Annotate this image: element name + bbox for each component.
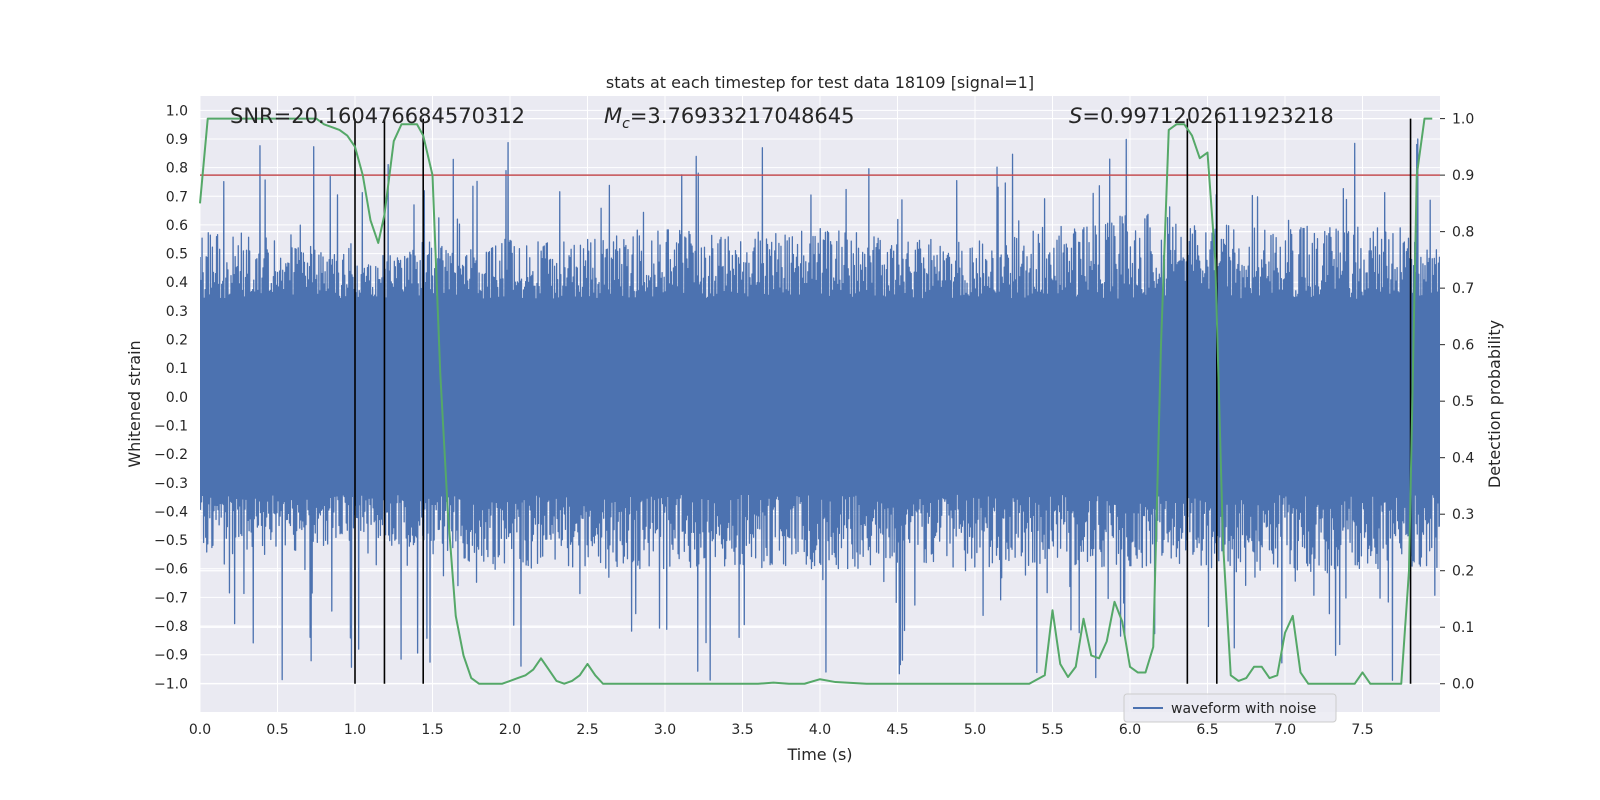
- x-tick-label: 5.0: [964, 722, 986, 738]
- chirp-mass-value: =3.76933217048645: [630, 104, 855, 128]
- y-tick-label: −0.7: [154, 590, 188, 606]
- y-tick-label: −0.9: [154, 648, 188, 664]
- y2-tick-label: 0.4: [1452, 451, 1474, 467]
- chart-title: stats at each timestep for test data 181…: [606, 73, 1034, 92]
- y-tick-label: 0.4: [166, 275, 188, 291]
- x-tick-label: 1.5: [421, 722, 443, 738]
- x-tick-label: 5.5: [1041, 722, 1063, 738]
- legend-box: [1123, 693, 1337, 723]
- chirp-mass-symbol: M: [604, 104, 622, 128]
- x-tick-label: 3.0: [654, 722, 676, 738]
- x-tick-label: 3.5: [731, 722, 753, 738]
- x-tick-label: 2.5: [576, 722, 598, 738]
- waveform-line: [200, 138, 1440, 681]
- y-tick-label: −0.1: [154, 418, 188, 434]
- y-tick-label: 0.8: [166, 161, 188, 177]
- score-symbol: S: [1069, 104, 1082, 128]
- chirp-mass-annotation: Mc=3.76933217048645: [604, 104, 855, 132]
- legend-waveform-label: waveform with noise: [1171, 701, 1316, 717]
- x-tick-label: 6.5: [1196, 722, 1218, 738]
- event-lines: [354, 118, 1412, 684]
- y2-tick-label: 0.6: [1452, 338, 1474, 354]
- y-tick-label: 0.0: [166, 390, 188, 406]
- x-axis-label: Time (s): [786, 745, 852, 764]
- x-tick-label: 4.0: [809, 722, 831, 738]
- axis-ticks: 0.0 0.5 1.0 1.5 2.0 2.5 3.0 3.5 4.0 4.5 5.0 5.5 6.0 6…: [154, 103, 1474, 738]
- x-tick-label: 0.0: [189, 722, 211, 738]
- y2-tick-label: 0.2: [1452, 564, 1474, 580]
- x-tick-label: 1.0: [344, 722, 366, 738]
- y-tick-label: −0.3: [154, 476, 188, 492]
- y2-tick-label: 0.9: [1452, 168, 1474, 184]
- y-tick-label: 0.2: [166, 333, 188, 349]
- y-tick-label: −1.0: [154, 676, 188, 692]
- waveform-series: [200, 138, 1440, 681]
- y-axis-label: Whitened strain: [125, 340, 144, 467]
- y-tick-label: 0.6: [166, 218, 188, 234]
- y2-tick-label: 0.3: [1452, 507, 1474, 523]
- x-tick-label: 7.5: [1351, 722, 1373, 738]
- y2-axis-label: Detection probability: [1485, 320, 1504, 488]
- x-tick-label: 0.5: [266, 722, 288, 738]
- snr-annotation: SNR=20.160476684570312: [230, 104, 525, 128]
- y-tick-label: −0.6: [154, 562, 188, 578]
- y-tick-label: 0.5: [166, 247, 188, 263]
- y-tick-label: 1.0: [166, 103, 188, 119]
- y2-tick-label: 0.8: [1452, 225, 1474, 241]
- y-tick-label: 0.7: [166, 189, 188, 205]
- y2-tick-label: 0.1: [1452, 620, 1474, 636]
- probability-series: [199, 117, 1433, 685]
- score-value: =0.9971202611923218: [1082, 104, 1333, 128]
- x-tick-label: 2.0: [499, 722, 521, 738]
- y2-tick-label: 0.5: [1452, 394, 1474, 410]
- y-tick-label: −0.8: [154, 619, 188, 635]
- x-tick-label: 6.0: [1119, 722, 1141, 738]
- y-tick-label: 0.9: [166, 132, 188, 148]
- chirp-mass-subscript: c: [622, 116, 630, 132]
- score-annotation: S=0.9971202611923218: [1069, 104, 1334, 128]
- y-tick-label: −0.2: [154, 447, 188, 463]
- y2-tick-label: 1.0: [1452, 112, 1474, 128]
- x-tick-label: 7.0: [1274, 722, 1296, 738]
- y-tick-label: 0.1: [166, 361, 188, 377]
- x-tick-label: 4.5: [886, 722, 908, 738]
- legend: waveform with noise: [1123, 693, 1337, 723]
- y2-tick-label: 0.7: [1452, 281, 1474, 297]
- detection-probability-line: [199, 117, 1433, 685]
- y-tick-label: −0.5: [154, 533, 188, 549]
- y-tick-label: 0.3: [166, 304, 188, 320]
- y2-tick-label: 0.0: [1452, 677, 1474, 693]
- y-tick-label: −0.4: [154, 504, 188, 520]
